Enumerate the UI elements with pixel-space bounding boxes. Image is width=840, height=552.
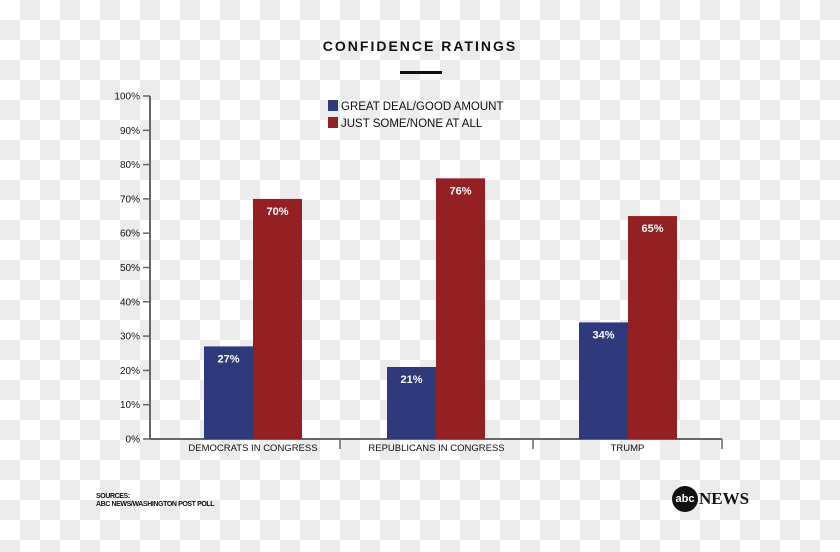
data-label: 70% bbox=[266, 206, 288, 218]
legend-swatch bbox=[328, 100, 338, 111]
y-tick-label: 40% bbox=[120, 297, 140, 308]
legend-label: GREAT DEAL/GOOD AMOUNT bbox=[341, 101, 504, 113]
data-label: 65% bbox=[641, 223, 663, 235]
y-tick-label: 50% bbox=[120, 263, 140, 274]
y-tick-label: 70% bbox=[120, 194, 140, 205]
category-label: REPUBLICANS IN CONGRESS bbox=[368, 443, 504, 454]
bar bbox=[204, 346, 253, 439]
category-label: TRUMP bbox=[611, 443, 645, 454]
y-tick-label: 20% bbox=[120, 366, 140, 377]
y-tick-label: 0% bbox=[126, 435, 141, 446]
source-note: SOURCES: ABC NEWS/WASHINGTON POST POLL bbox=[96, 493, 215, 509]
y-tick-label: 80% bbox=[120, 160, 140, 171]
source-text: ABC NEWS/WASHINGTON POST POLL bbox=[96, 501, 215, 508]
chart-title: CONFIDENCE RATINGS bbox=[322, 38, 518, 54]
data-label: 34% bbox=[592, 329, 614, 341]
legend-swatch bbox=[328, 117, 338, 128]
data-label: 76% bbox=[449, 185, 471, 197]
bar bbox=[436, 178, 485, 439]
category-label: DEMOCRATS IN CONGRESS bbox=[188, 443, 317, 454]
abc-news-logo: abc NEWS bbox=[672, 486, 749, 512]
data-label: 27% bbox=[217, 353, 239, 365]
y-tick-label: 60% bbox=[120, 229, 140, 240]
y-tick-label: 10% bbox=[120, 400, 140, 411]
y-tick-label: 90% bbox=[120, 126, 140, 137]
bar bbox=[253, 198, 302, 439]
bar bbox=[628, 216, 677, 439]
data-label: 21% bbox=[400, 374, 422, 386]
bar bbox=[579, 322, 628, 439]
source-label: SOURCES: bbox=[96, 493, 130, 500]
y-tick-label: 30% bbox=[120, 332, 140, 343]
y-tick-label: 100% bbox=[114, 92, 140, 103]
title-rule bbox=[400, 71, 442, 74]
bar bbox=[387, 366, 436, 439]
legend-label: JUST SOME/NONE AT ALL bbox=[341, 118, 483, 130]
news-logo-text: NEWS bbox=[699, 489, 750, 508]
abc-logo-circle: abc bbox=[672, 486, 698, 512]
